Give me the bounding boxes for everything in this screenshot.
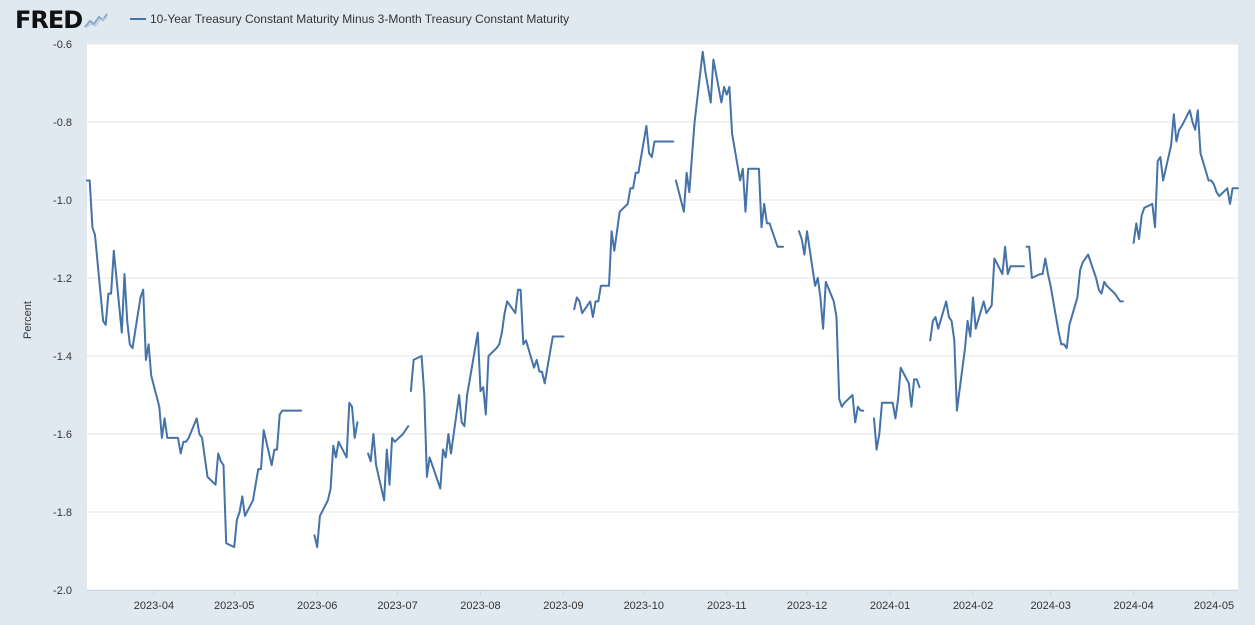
plot-background (87, 44, 1238, 590)
y-tick-label: -0.6 (53, 39, 72, 51)
data-series (86, 50, 1239, 549)
trend-graph-icon (84, 13, 109, 29)
series-line-segment[interactable] (313, 401, 359, 549)
gridlines (87, 43, 1238, 591)
series-line-segment[interactable] (798, 230, 865, 424)
x-tick-label: 2024-05 (1194, 600, 1234, 612)
x-tick-label: 2023-11 (707, 600, 747, 612)
chart-header: FRED 10-Year Treasury Constant Maturity … (0, 0, 1255, 40)
fred-logo[interactable]: FRED (15, 6, 109, 34)
x-tick-label: 2024-03 (1030, 600, 1070, 612)
x-tick-label: 2023-12 (787, 600, 827, 612)
x-tick-label: 2023-06 (297, 600, 337, 612)
legend-label: 10-Year Treasury Constant Maturity Minus… (150, 12, 570, 26)
series-line-segment[interactable] (929, 245, 1025, 412)
chart-legend: 10-Year Treasury Constant Maturity Minus… (130, 12, 569, 26)
series-line-segment[interactable] (86, 179, 303, 549)
y-tick-label: -1.0 (53, 195, 72, 207)
y-tick-label: -1.4 (53, 351, 72, 363)
series-line-segment[interactable] (573, 124, 675, 318)
y-tick-label: -0.8 (53, 117, 72, 129)
y-tick-label: -1.2 (53, 273, 72, 285)
y-tick-label: -2.0 (53, 585, 72, 597)
y-tick-label: -1.6 (53, 429, 72, 441)
legend-swatch (130, 18, 146, 20)
series-line-segment[interactable] (873, 366, 921, 451)
x-tick-label: 2024-02 (953, 600, 993, 612)
x-tick-label: 2023-09 (543, 600, 583, 612)
x-tick-label: 2024-04 (1113, 600, 1153, 612)
x-tick-label: 2023-08 (460, 600, 500, 612)
series-line-segment[interactable] (1132, 109, 1239, 244)
x-tick-label: 2023-07 (377, 600, 417, 612)
series-line-segment[interactable] (674, 50, 784, 248)
series-line-segment[interactable] (1025, 245, 1124, 350)
x-tick-label: 2023-04 (134, 600, 174, 612)
y-axis-title: Percent (22, 301, 34, 339)
series-line-segment[interactable] (367, 425, 410, 502)
series-line-segment[interactable] (409, 288, 565, 490)
x-tick-label: 2023-10 (624, 600, 664, 612)
x-axis-ticks: 2023-04 2023-05 2023-06 2023-07 2023-08 2023-… (87, 590, 1238, 612)
y-tick-label: -1.8 (53, 507, 72, 519)
x-tick-label: 2023-05 (214, 600, 254, 612)
y-axis-ticks: -0.6 -0.8 -1.0 -1.2 -1.4 -1.6 -1.8 -2.0 (53, 39, 72, 597)
x-tick-label: 2024-01 (870, 600, 910, 612)
fred-logo-text: FRED (15, 6, 83, 34)
